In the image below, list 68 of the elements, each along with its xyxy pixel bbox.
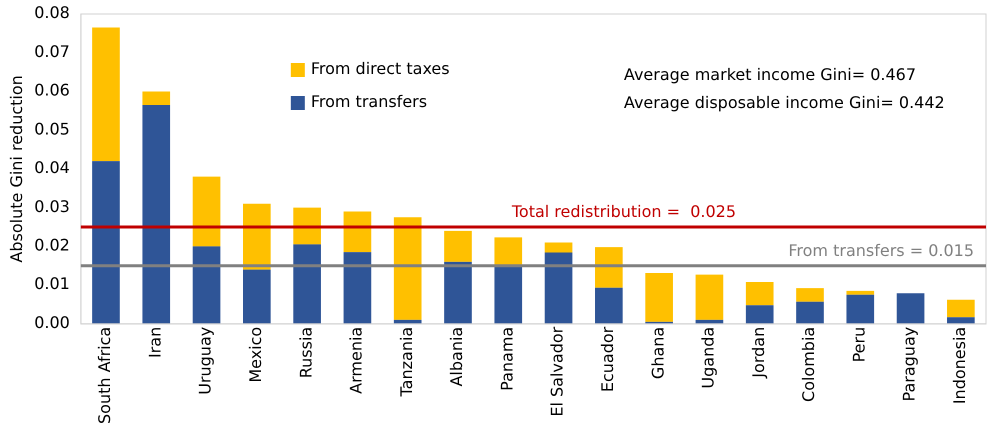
bar bbox=[394, 217, 422, 320]
x-tick-label: South Africa bbox=[95, 326, 114, 424]
bar bbox=[947, 300, 975, 318]
bar bbox=[544, 242, 572, 253]
x-tick-label: Iran bbox=[145, 326, 164, 358]
bar bbox=[444, 230, 472, 262]
bar bbox=[394, 320, 422, 324]
y-tick-label: 0.03 bbox=[34, 196, 70, 216]
x-tick-label: Uganda bbox=[698, 326, 718, 389]
bar bbox=[344, 211, 372, 252]
x-tick-label: Paraguay bbox=[900, 326, 919, 402]
x-tick-label: Indonesia bbox=[950, 326, 970, 404]
bar bbox=[293, 244, 321, 324]
x-tick-label: Colombia bbox=[799, 326, 818, 402]
x-tick-label: Peru bbox=[849, 326, 868, 362]
ref-line-label: Total redistribution = 0.025 bbox=[510, 202, 736, 222]
bar bbox=[796, 302, 824, 324]
bar bbox=[544, 252, 572, 324]
bar bbox=[595, 247, 623, 288]
x-tick-label: Ecuador bbox=[598, 326, 617, 392]
bar bbox=[344, 252, 372, 324]
y-axis-title: Absolute Gini reduction bbox=[6, 75, 26, 263]
bar bbox=[696, 320, 724, 324]
bar bbox=[494, 266, 522, 324]
bar bbox=[595, 288, 623, 324]
bar bbox=[142, 105, 170, 324]
y-tick-label: 0.07 bbox=[34, 42, 70, 61]
annotation: Average disposable income Gini= 0.442 bbox=[624, 93, 945, 112]
y-tick-label: 0.04 bbox=[34, 158, 70, 178]
x-tick-label: El Salvador bbox=[548, 326, 567, 417]
bar bbox=[243, 270, 271, 324]
bar bbox=[896, 293, 924, 324]
bar bbox=[293, 208, 321, 244]
x-tick-label: Russia bbox=[296, 326, 316, 378]
y-tick-label: 0.06 bbox=[34, 80, 70, 100]
x-tick-label: Panama bbox=[497, 326, 516, 391]
y-tick-label: 0.01 bbox=[34, 274, 70, 294]
y-tick-label: 0.05 bbox=[34, 119, 70, 138]
x-tick-label: Tanzania bbox=[396, 326, 416, 398]
x-tick-label: Armenia bbox=[346, 326, 366, 394]
bar bbox=[142, 91, 170, 105]
annotation: Average market income Gini= 0.467 bbox=[624, 65, 916, 84]
bar bbox=[444, 262, 472, 324]
y-tick-label: 0.08 bbox=[34, 3, 70, 22]
x-tick-label: Mexico bbox=[246, 326, 265, 383]
bar bbox=[746, 282, 774, 306]
x-tick-label: Ghana bbox=[648, 326, 668, 380]
legend-label: From transfers bbox=[310, 92, 428, 112]
legend-label: From direct taxes bbox=[310, 59, 450, 78]
bar bbox=[92, 161, 120, 324]
bar bbox=[947, 317, 975, 324]
ref-line-label: From transfers = 0.015 bbox=[788, 240, 974, 260]
x-tick-label: Uruguay bbox=[196, 326, 215, 395]
x-tick-label: Jordan bbox=[748, 326, 768, 379]
bar bbox=[796, 288, 824, 302]
bar bbox=[696, 274, 724, 320]
bar bbox=[846, 290, 874, 295]
bar bbox=[192, 176, 220, 246]
bar bbox=[846, 294, 874, 324]
bar bbox=[746, 305, 774, 324]
bar bbox=[192, 246, 220, 324]
bar bbox=[243, 204, 271, 270]
x-tick-label: Albania bbox=[447, 326, 466, 387]
bar bbox=[645, 273, 673, 322]
y-tick-label: 0.00 bbox=[34, 312, 70, 332]
y-tick-label: 0.02 bbox=[34, 235, 70, 254]
bar bbox=[494, 237, 522, 266]
bar bbox=[92, 28, 120, 162]
